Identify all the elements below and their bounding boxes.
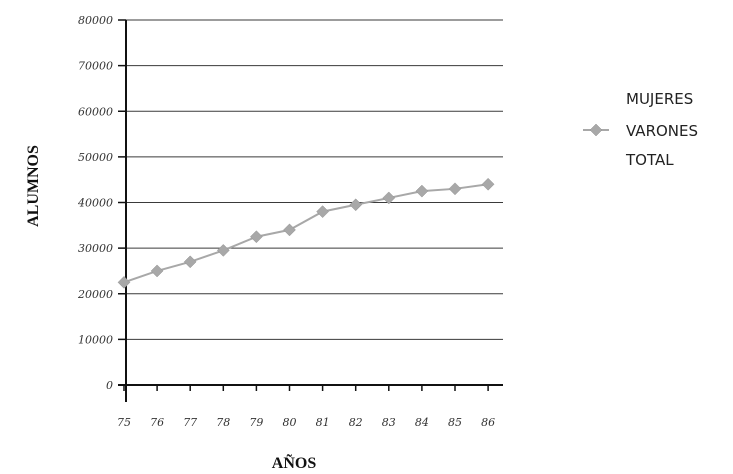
data-point-varones (283, 223, 296, 237)
series-varones (117, 177, 495, 289)
y-tick-labels: 0 10000 20000 30000 40000 50000 60000 70000 8000… (77, 14, 113, 392)
x-tick-label: 79 (249, 416, 263, 429)
x-tick-labels: 75 76 77 78 79 80 81 82 83 84 85 86 (117, 385, 495, 429)
data-point-varones (448, 182, 462, 196)
y-tick-label: 70000 (78, 60, 113, 73)
y-tick-label: 40000 (77, 197, 113, 210)
data-point-varones (481, 177, 495, 191)
data-point-varones (250, 230, 263, 244)
x-tick-label: 83 (382, 416, 396, 429)
y-tick-label: 20000 (77, 288, 113, 301)
x-axis-title: AÑOS (272, 453, 317, 472)
data-point-varones (117, 275, 131, 289)
x-tick-label: 77 (183, 416, 197, 429)
legend-label-total: TOTAL (625, 151, 674, 169)
x-tick-label: 82 (349, 416, 363, 429)
data-point-varones (316, 205, 329, 218)
legend-label-mujeres: MUJERES (626, 90, 693, 108)
legend-marker-varones (589, 123, 603, 137)
legend: MUJERES VARONES TOTAL (583, 90, 698, 169)
x-tick-label: 75 (117, 416, 131, 429)
y-tick-label: 60000 (78, 105, 113, 118)
data-point-varones (349, 198, 363, 212)
y-axis-title: ALUMNOS (25, 145, 42, 227)
axes (118, 20, 503, 402)
x-tick-label: 76 (150, 416, 164, 429)
y-tick-label: 80000 (78, 14, 113, 27)
y-tick-label: 30000 (78, 242, 113, 255)
x-tick-label: 84 (415, 416, 429, 429)
y-tick-label: 10000 (78, 333, 113, 346)
data-point-varones (183, 255, 197, 269)
x-tick-label: 86 (481, 416, 495, 429)
x-tick-label: 80 (283, 416, 297, 429)
x-tick-label: 78 (216, 416, 230, 429)
data-point-varones (150, 264, 164, 278)
x-tick-label: 81 (316, 416, 330, 429)
data-point-varones (216, 244, 230, 257)
series-line-varones (123, 183, 489, 284)
gridlines (118, 19, 503, 386)
x-tick-label: 85 (448, 416, 462, 429)
y-tick-label: 50000 (78, 151, 113, 164)
y-tick-label: 0 (106, 379, 113, 392)
legend-label-varones: VARONES (626, 122, 698, 140)
data-point-varones (415, 184, 429, 198)
data-point-varones (382, 191, 396, 205)
